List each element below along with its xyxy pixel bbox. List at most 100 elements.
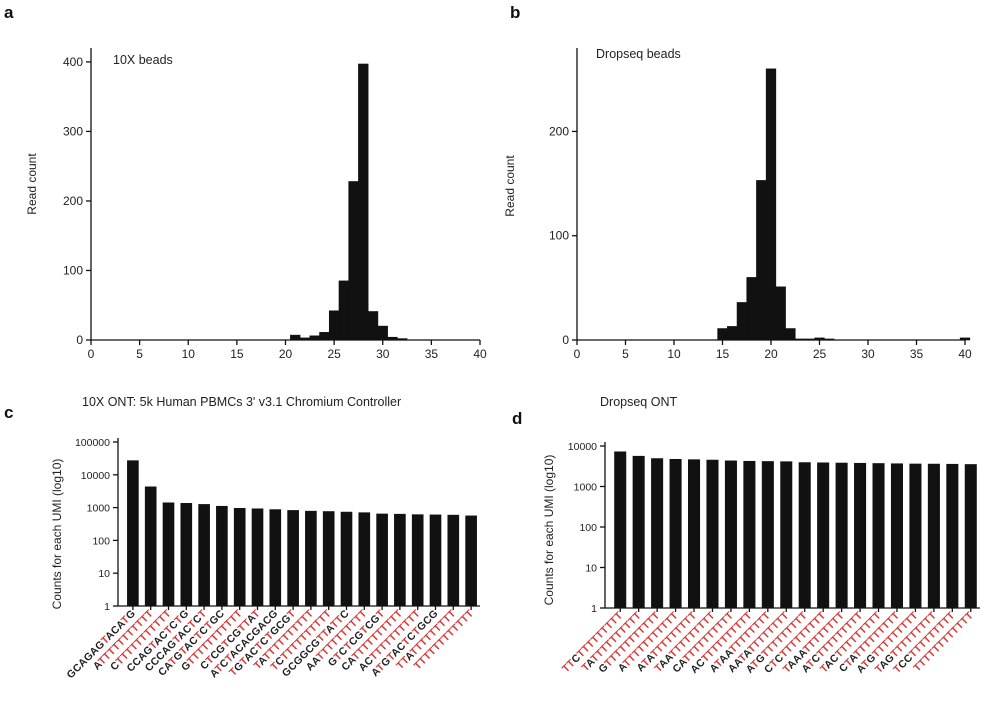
umi-bar [909, 463, 922, 609]
umi-bar [180, 503, 193, 607]
panel-b-chart: 0 100 200 0 5 10 15 20 25 30 35 40 [549, 48, 972, 361]
panel-a-ylabel: Read count [25, 153, 39, 215]
y-tick-label: 100 [549, 229, 569, 243]
umi-bar [761, 461, 774, 609]
y-tick-label: 200 [63, 194, 83, 208]
histogram-bar [736, 302, 748, 341]
panel-d-title: Dropseq ONT [600, 395, 677, 409]
umi-bar [872, 463, 885, 609]
umi-bar [251, 508, 264, 607]
panel-letter-d: d [512, 409, 522, 428]
umi-bar [216, 505, 228, 607]
panel-a-chart: 0 100 200 300 400 0 5 10 15 20 25 30 35 40 [63, 48, 487, 361]
umi-bar [964, 464, 977, 609]
umi-bar [394, 513, 406, 607]
umi-bar [780, 461, 793, 609]
histogram-bar [756, 180, 767, 341]
umi-bar [890, 463, 903, 609]
histogram-bar [727, 326, 738, 341]
histogram-bar [299, 337, 311, 341]
y-tick-label: 1 [104, 601, 110, 613]
histogram-bar [765, 68, 777, 341]
panel-d-ylabel: Counts for each UMI (log10) [542, 455, 556, 606]
umi-bar [743, 460, 756, 609]
histogram-bar [397, 338, 408, 341]
x-tick-label: 0 [574, 347, 581, 361]
umi-bar [358, 512, 371, 607]
umi-bar [411, 514, 424, 607]
histogram-bar [387, 336, 398, 341]
y-tick-label: 100 [92, 535, 110, 547]
umi-bar [305, 510, 317, 607]
umi-bar [447, 514, 460, 607]
y-tick-label: 10 [98, 568, 110, 580]
panel-b-title: Dropseq beads [596, 47, 681, 61]
y-tick-label: 400 [63, 55, 83, 69]
umi-bar [198, 504, 210, 607]
y-tick-label: 300 [63, 124, 83, 138]
histogram-bar [309, 335, 320, 341]
umi-bar [429, 514, 442, 607]
x-tick-label: 5 [622, 347, 629, 361]
histogram-bar [290, 334, 301, 341]
umi-bar [946, 463, 959, 609]
umi-bar [144, 486, 157, 607]
umi-bar [614, 451, 627, 609]
panel-d-chart: 110100100010000TTCTTTTTTTTTTATTTTTTTTTTG… [560, 441, 980, 676]
panel-a-title: 10X beads [113, 53, 173, 67]
y-tick-label: 10 [585, 563, 597, 575]
panel-letter-b: b [510, 3, 520, 22]
x-tick-label: 30 [861, 347, 875, 361]
umi-bar [340, 511, 353, 607]
x-tick-label: 20 [764, 347, 778, 361]
x-tick-label: 15 [716, 347, 730, 361]
umi-bar [927, 463, 940, 609]
histogram-bar [814, 337, 825, 341]
histogram-bar [804, 338, 815, 341]
umi-bar [669, 458, 682, 609]
x-tick-label: 30 [376, 347, 390, 361]
y-tick-label: 100 [579, 522, 597, 534]
umi-bar [322, 511, 335, 607]
histogram-bar [959, 337, 971, 341]
umi-bar [817, 462, 830, 609]
panel-letter-a: a [4, 3, 14, 22]
umi-bar [632, 455, 645, 609]
umi-bar [162, 502, 175, 607]
x-tick-label: 35 [910, 347, 924, 361]
x-tick-label: 40 [473, 347, 487, 361]
x-tick-label: 25 [813, 347, 827, 361]
histogram-bar [328, 310, 340, 341]
umi-bar [706, 459, 719, 609]
y-tick-label: 1000 [87, 503, 111, 515]
x-tick-label: 40 [958, 347, 972, 361]
histogram-bar [358, 63, 369, 341]
histogram-bar [377, 325, 388, 341]
histogram-bar [794, 338, 806, 341]
umi-bar [688, 459, 701, 609]
umi-bar [376, 513, 388, 607]
y-tick-label: 200 [549, 124, 569, 138]
umi-bar [127, 460, 139, 607]
y-tick-label: 1000 [574, 482, 598, 494]
x-tick-label: 15 [230, 347, 244, 361]
umi-category-label: CATGTACTCTGC [156, 607, 227, 678]
umi-bar [269, 509, 282, 607]
umi-bar [798, 462, 811, 609]
y-tick-label: 10000 [568, 441, 597, 453]
panel-c-ylabel: Counts for each UMI (log10) [50, 459, 64, 610]
x-tick-label: 0 [88, 347, 95, 361]
x-tick-label: 5 [136, 347, 143, 361]
umi-bar [233, 508, 246, 607]
x-tick-label: 35 [425, 347, 439, 361]
y-tick-label: 100000 [75, 437, 110, 449]
panel-c-chart: 110100100010000100000GCAGAGTACATGATTTTTT… [65, 437, 480, 681]
histogram-bar [775, 286, 786, 341]
y-tick-label: 10000 [81, 470, 110, 482]
umi-bar [287, 510, 299, 607]
histogram-bar [746, 277, 757, 341]
umi-bar [724, 460, 737, 609]
histogram-bar [785, 328, 796, 341]
x-tick-label: 10 [667, 347, 681, 361]
